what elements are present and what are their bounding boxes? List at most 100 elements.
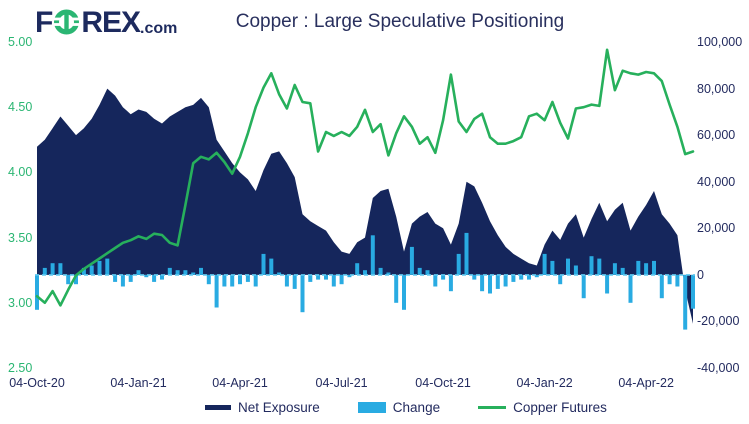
change-bar [417,267,422,275]
change-bar [74,274,78,285]
logo-dotcom: .com [140,20,178,37]
change-bar [144,274,149,278]
change-bar [519,274,524,280]
logo-letters-rex: REX [81,6,141,39]
y-axis-tick-right: -40,000 [697,361,740,375]
change-bar [659,274,664,299]
change-bar [683,274,688,330]
change-bar [425,270,430,275]
change-bar [363,270,367,275]
change-bar [597,258,602,275]
legend-item-change: Change [357,400,441,415]
y-axis-tick-right: 60,000 [697,128,736,143]
change-bar [527,274,531,280]
change-bar [488,274,492,294]
change-bar [370,235,375,275]
change-bar [128,274,133,282]
change-bar [245,274,250,282]
change-bar [644,263,649,275]
change-bar [472,274,477,280]
change-bar [120,274,125,287]
net-exposure-swatch [205,405,231,410]
change-bar [113,274,118,282]
forex-o-icon [53,8,81,39]
change-bar [277,272,282,275]
change-bar [183,270,188,275]
change-bar [324,274,328,280]
change-bar [253,274,258,287]
change-bar [97,260,102,275]
change-bar [448,274,453,292]
change-bars [35,232,695,330]
legend-item-copper-futures: Copper Futures [478,400,607,415]
change-bar [441,274,446,280]
chart-plot [35,48,695,330]
change-bar [269,258,274,275]
change-bar [386,272,391,275]
y-axis-tick-left: 3.00 [8,295,33,310]
change-bar [355,263,360,275]
change-bar [503,274,508,287]
legend-label: Change [392,400,441,415]
change-bar [464,232,469,275]
x-axis-tick: 04-Oct-21 [415,376,471,390]
change-bar [191,272,196,275]
change-bar [261,253,266,275]
change-bar [152,274,157,282]
x-axis-tick: 04-Oct-20 [9,376,65,390]
change-bar [566,258,570,275]
change-bar [581,274,586,299]
change-bar [542,253,547,275]
y-axis-tick-right: 40,000 [697,174,736,189]
change-bar [66,274,71,285]
change-bar [238,274,242,285]
y-axis-tick-right: 20,000 [697,221,736,236]
y-axis-tick-left: 3.50 [8,230,33,245]
change-bar [347,274,352,278]
page-title: Copper : Large Speculative Positioning [235,11,565,32]
change-bar [214,274,219,308]
change-bar [89,265,94,275]
change-bar [456,253,461,275]
change-bar [284,274,289,287]
y-axis-tick-left: 5.00 [8,35,33,49]
y-axis-tick-left: 2.50 [8,361,33,375]
copper-futures-swatch [478,406,507,409]
y-axis-tick-right: -20,000 [697,314,740,329]
change-bar [534,274,539,278]
logo-letter-f: F [35,6,53,39]
change-bar [331,274,336,287]
y-axis-tick-right: 80,000 [697,81,736,96]
change-bar [612,263,617,275]
change-bar [691,274,695,309]
change-bar [675,274,680,287]
y-axis-tick-right: 0 [697,267,704,282]
x-axis-tick: 04-Jan-22 [516,376,573,390]
y-axis-tick-left: 4.00 [8,165,33,180]
change-bar [480,274,485,292]
change-bar [667,274,672,285]
change-bar [628,274,633,303]
change-bar [58,263,63,275]
x-axis-tick: 04-Apr-21 [212,376,268,390]
x-axis-tick: 04-Apr-22 [618,376,674,390]
change-bar [402,274,406,310]
chart-legend: Net Exposure Change Copper Futures [205,400,607,415]
change-bar [589,256,594,275]
change-bar [105,258,110,275]
change-bar [42,267,47,275]
x-axis-tick: 04-Jul-21 [315,376,368,390]
y-axis-tick-left: 4.50 [8,100,33,115]
change-bar [308,274,313,282]
change-bar [394,274,399,303]
change-bar [558,274,563,285]
change-bar [300,274,305,313]
legend-item-net-exposure: Net Exposure [205,400,320,415]
x-axis-tick: 04-Jan-21 [110,376,167,390]
y-axis-tick-right: 100,000 [697,35,743,49]
net-exposure-area [37,88,693,324]
change-bar [620,267,625,275]
change-bar [35,274,39,310]
change-bar [167,267,172,275]
